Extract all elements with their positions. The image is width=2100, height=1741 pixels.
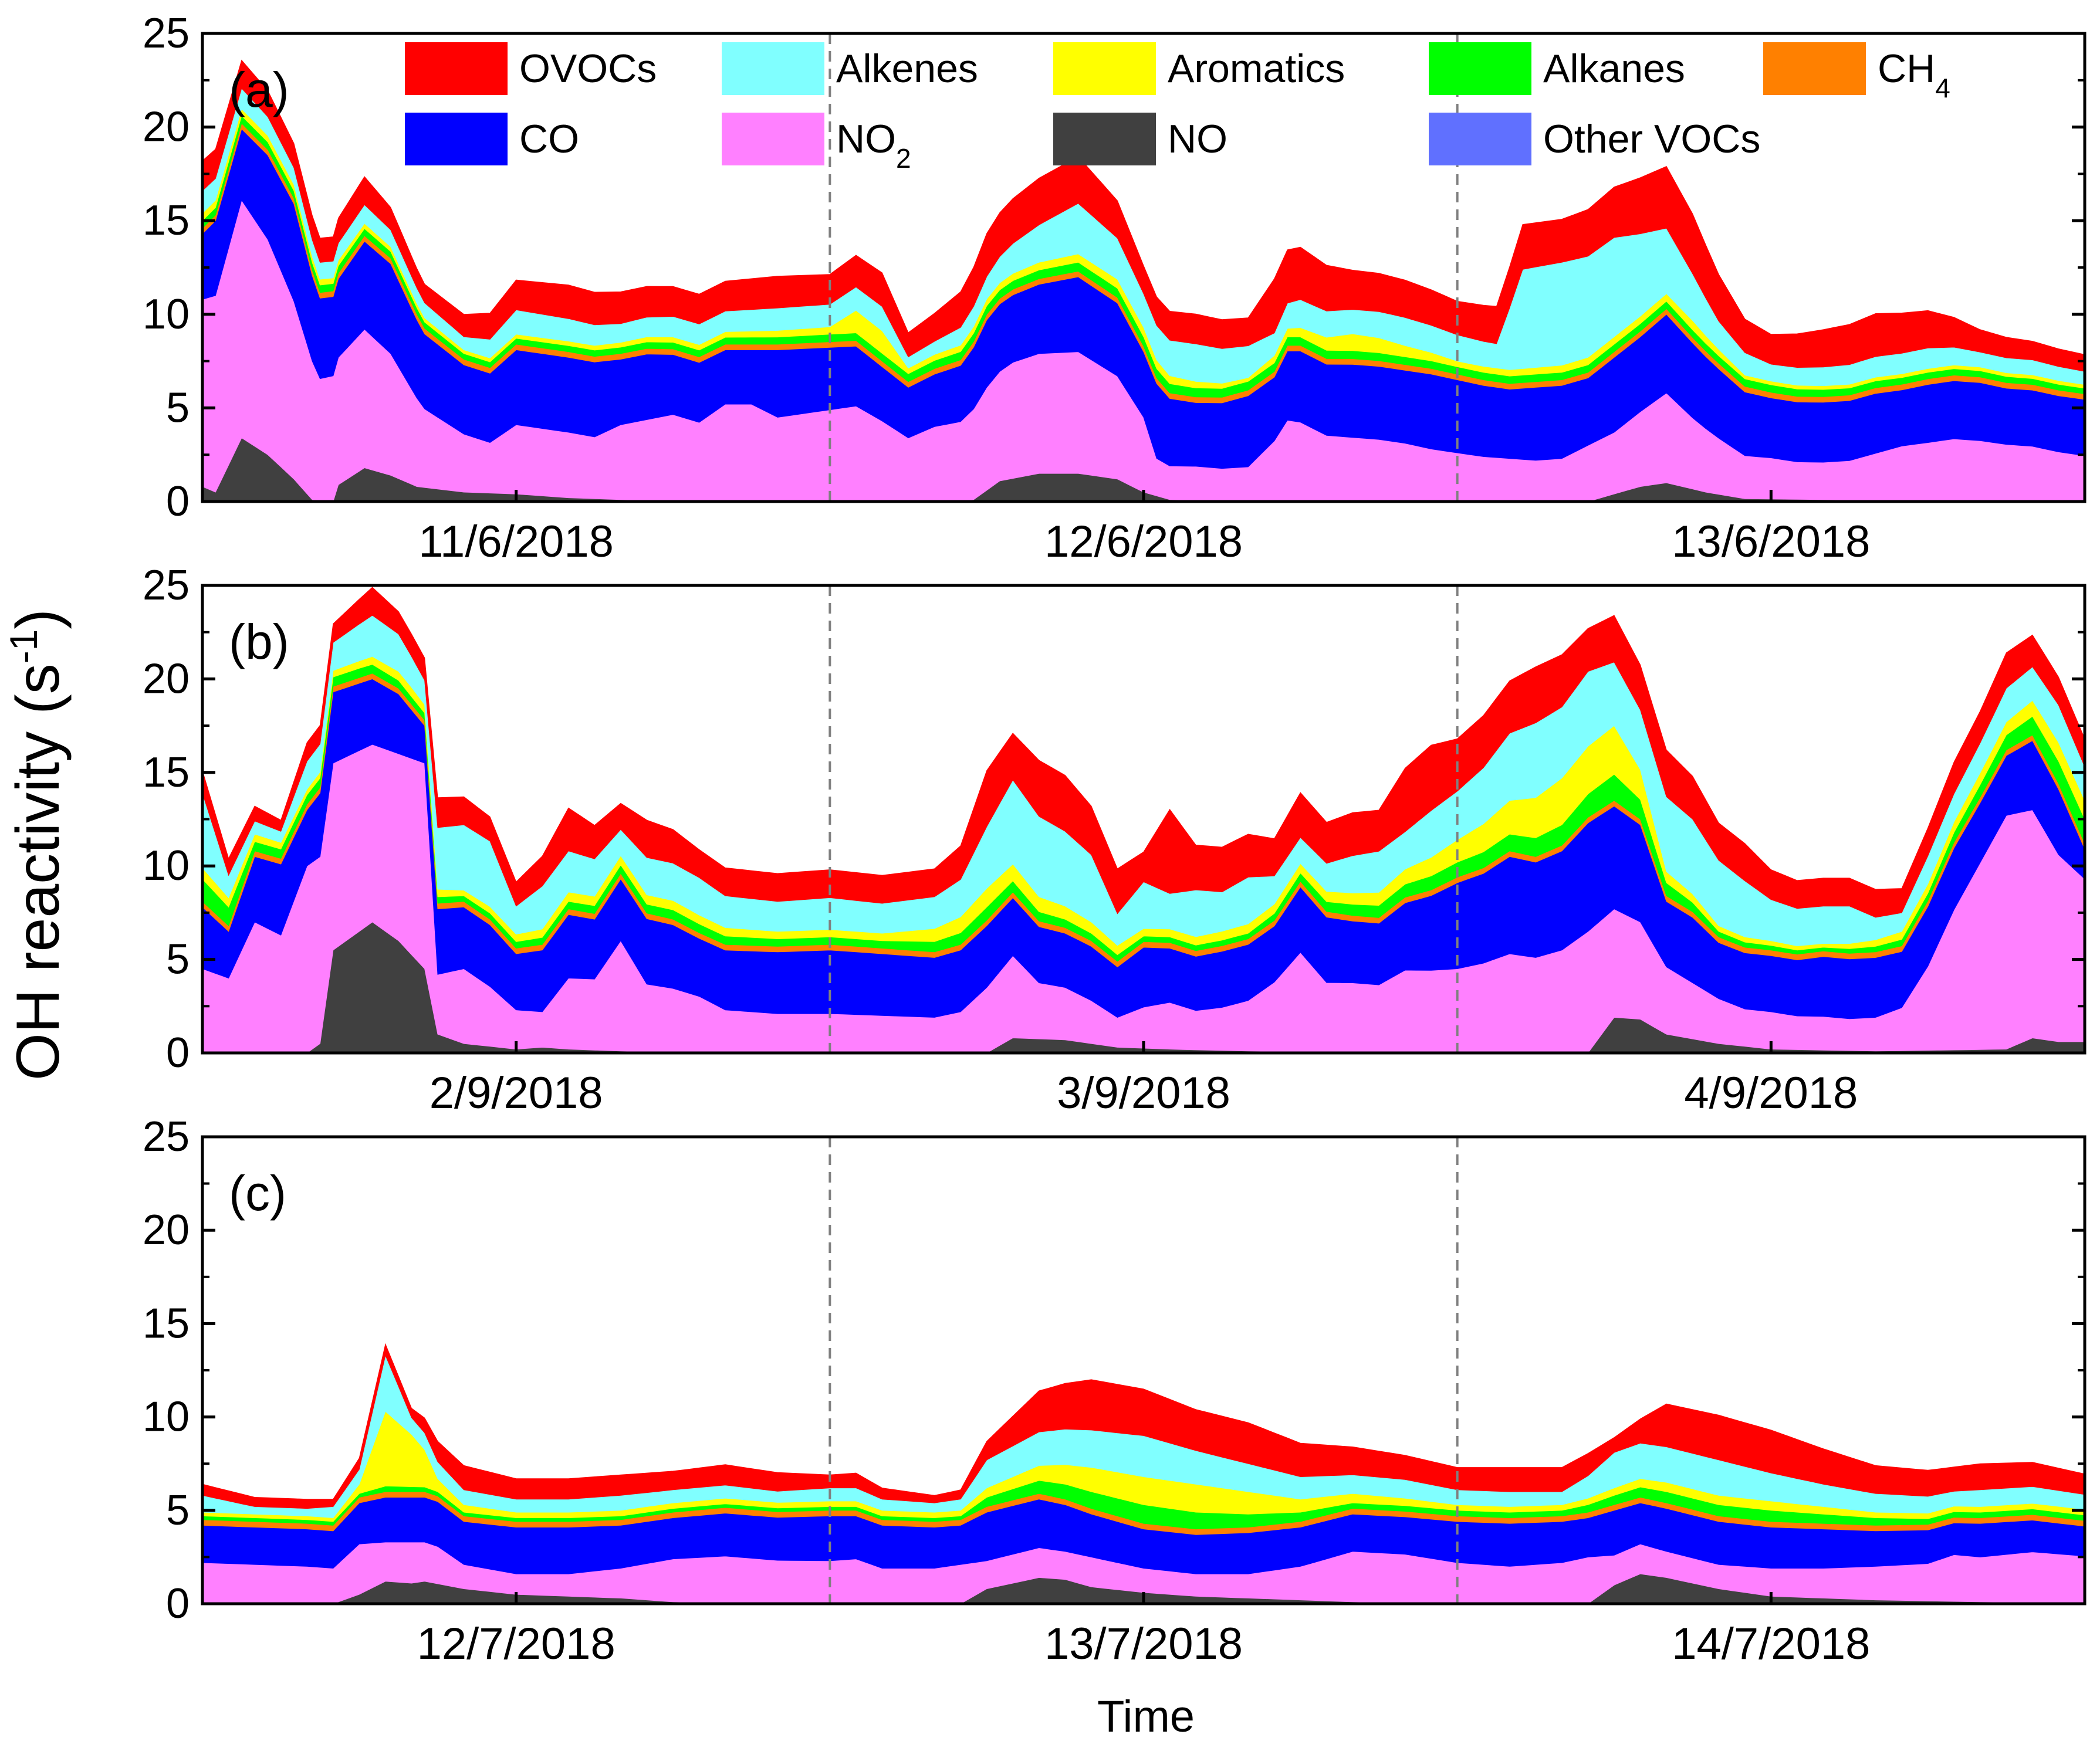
legend-label: Alkanes [1543, 46, 1685, 91]
legend-swatch [722, 113, 824, 165]
panel-a: 0 5 10 15 20 25 11/6/2018 12/6/2018 13/6/2018 (a) [143, 10, 2087, 567]
legend-swatch [1053, 42, 1156, 95]
panel-label: (a) [229, 62, 289, 117]
y-tick-label: 5 [166, 384, 190, 431]
y-tick-label: 5 [166, 1487, 190, 1534]
x-date-label: 13/7/2018 [1044, 1619, 1243, 1669]
panel-label: (c) [229, 1166, 286, 1221]
legend-swatch [1429, 113, 1531, 165]
legend-label: Alkenes [836, 46, 978, 91]
y-tick-label: 0 [166, 1029, 190, 1076]
y-tick-label: 25 [143, 562, 190, 609]
x-date-label: 2/9/2018 [430, 1068, 603, 1118]
y-tick-label: 0 [166, 1580, 190, 1627]
y-tick-label: 15 [143, 197, 190, 244]
area-no [202, 437, 2085, 502]
legend-label: Other VOCs [1543, 117, 1760, 161]
x-date-label: 14/7/2018 [1672, 1619, 1870, 1669]
y-tick-label: 25 [143, 1113, 190, 1160]
y-axis-title-main: OH reactivity (s [4, 663, 72, 1080]
panel-c: 0 5 10 15 20 25 12/7/2018 13/7/2018 14/7/2018 (c) [143, 1113, 2087, 1669]
y-tick-label: 20 [143, 655, 190, 702]
x-date-label: 12/7/2018 [417, 1619, 616, 1669]
x-date-label: 13/6/2018 [1672, 517, 1870, 567]
x-axis-title: Time [1097, 1692, 1195, 1741]
y-tick-label: 20 [143, 104, 190, 151]
x-date-label: 4/9/2018 [1684, 1068, 1858, 1118]
legend-item-co: CO [405, 113, 579, 165]
legend-item-other: Other VOCs [1429, 113, 1760, 165]
panel-b: 0 5 10 15 20 25 2/9/2018 3/9/2018 4/9/2018 (b) [143, 562, 2087, 1118]
stacked-areas [202, 1343, 2085, 1604]
y-axis-title-close: ) [4, 609, 72, 629]
legend-swatch [405, 42, 508, 95]
y-tick-label: 5 [166, 936, 190, 983]
area-ovocs [202, 587, 2085, 918]
y-tick-label: 15 [143, 749, 190, 796]
legend-item-ch4: CH4 [1763, 42, 1950, 103]
area-no [202, 922, 2085, 1053]
y-axis-title: OH reactivity (s-1) [2, 609, 72, 1080]
legend-item-ovocs: OVOCs [405, 42, 657, 95]
stacked-areas [202, 59, 2085, 502]
legend-label: NO2 [836, 117, 911, 174]
legend-item-no: NO [1053, 113, 1227, 165]
legend-swatch [1763, 42, 1866, 95]
y-tick-label: 25 [143, 10, 190, 57]
legend-label: NO [1168, 117, 1227, 161]
legend-label: CH4 [1878, 46, 1950, 103]
legend-swatch [1053, 113, 1156, 165]
area-ovocs [202, 59, 2085, 372]
y-tick-label: 10 [143, 1394, 190, 1441]
legend-item-aromatics: Aromatics [1053, 42, 1345, 95]
x-date-label: 11/6/2018 [418, 517, 613, 567]
legend-item-no2: NO2 [722, 113, 911, 174]
area-ovocs [202, 1343, 2085, 1509]
legend: OVOCs Alkenes Aromatics Alkanes CH4 CO NO2 NO Ot… [405, 42, 1950, 174]
legend-swatch [405, 113, 508, 165]
stacked-areas [202, 587, 2085, 1053]
legend-swatch [1429, 42, 1531, 95]
legend-label: CO [519, 117, 579, 161]
legend-item-alkenes: Alkenes [722, 42, 978, 95]
y-axis-title-superscript: -1 [2, 629, 45, 664]
y-tick-label: 10 [143, 842, 190, 889]
x-date-label: 12/6/2018 [1044, 517, 1243, 567]
x-date-label: 3/9/2018 [1057, 1068, 1230, 1118]
legend-label: OVOCs [519, 46, 657, 91]
legend-label: Aromatics [1168, 46, 1345, 91]
panel-label: (b) [229, 614, 289, 669]
y-tick-label: 20 [143, 1207, 190, 1254]
area-no [202, 1573, 2085, 1604]
y-tick-label: 10 [143, 291, 190, 338]
legend-swatch [722, 42, 824, 95]
y-tick-label: 15 [143, 1300, 190, 1347]
y-tick-label: 0 [166, 478, 190, 525]
legend-item-alkanes: Alkanes [1429, 42, 1685, 95]
